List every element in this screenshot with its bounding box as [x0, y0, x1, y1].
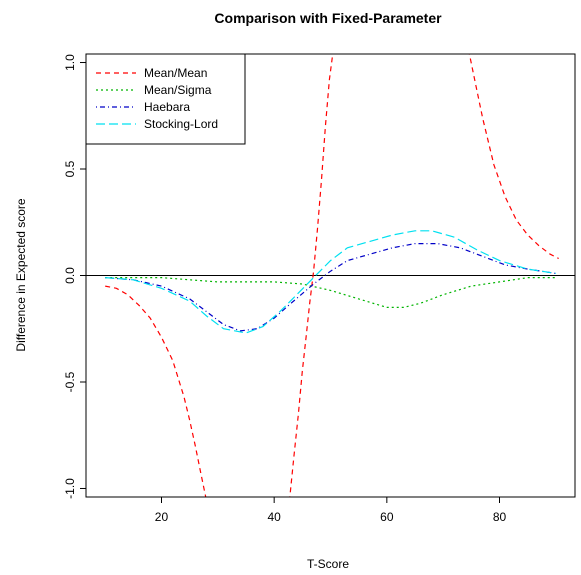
y-tick-label: 0.5	[63, 160, 77, 177]
y-tick-label: -1.0	[63, 478, 77, 499]
series-line-segment	[105, 277, 556, 308]
series-stocking-lord	[105, 230, 556, 334]
series-line-segment	[468, 54, 559, 260]
x-tick-label: 60	[380, 510, 394, 524]
x-tick-label: 40	[267, 510, 281, 524]
plot-box	[85, 53, 576, 498]
series-line-segment	[105, 285, 207, 497]
y-tick-label: 0.0	[63, 267, 77, 284]
legend-label: Haebara	[144, 100, 190, 114]
series-mean-mean	[105, 54, 559, 497]
x-tick-label: 20	[155, 510, 169, 524]
legend-label: Mean/Sigma	[144, 83, 212, 97]
series-mean-sigma	[105, 277, 556, 308]
series-line-segment	[105, 230, 556, 334]
x-tick-label: 80	[493, 510, 507, 524]
series-layer	[86, 54, 575, 497]
series-line-segment	[105, 243, 556, 332]
legend-label: Stocking-Lord	[144, 117, 218, 131]
series-haebara	[105, 243, 556, 332]
y-tick-label: -0.5	[63, 371, 77, 392]
axes: 20 40 60 80 -1.0 -0.5 0.0 0.5 1.0	[63, 54, 507, 524]
y-axis-label: Difference in Expected score	[14, 198, 28, 352]
legend: Mean/Mean Mean/Sigma Haebara Stocking-Lord	[85, 53, 246, 145]
y-tick-label: 1.0	[63, 54, 77, 71]
x-axis-label: T-Score	[307, 557, 349, 571]
legend-box	[85, 53, 246, 145]
legend-label: Mean/Mean	[144, 66, 207, 80]
chart-title: Comparison with Fixed-Parameter	[214, 10, 442, 26]
